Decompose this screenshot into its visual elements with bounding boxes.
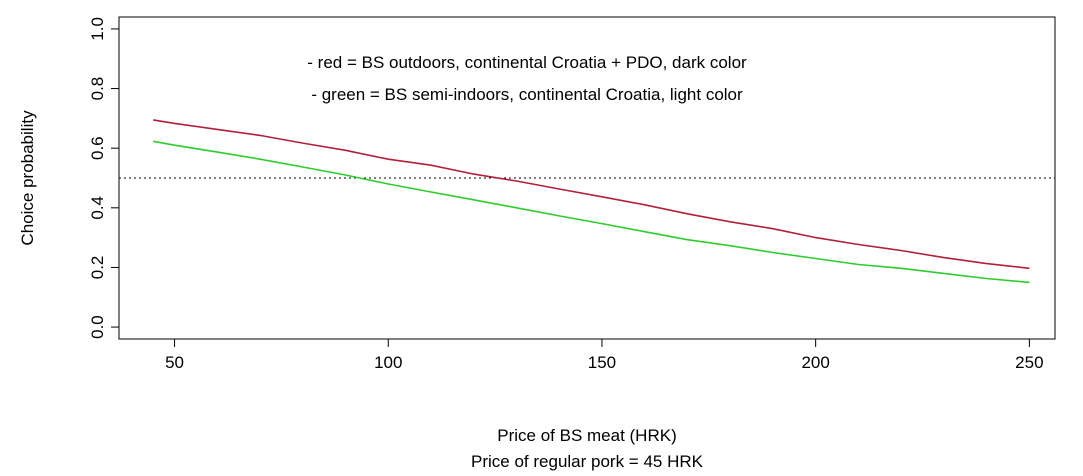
y-tick-label-3: 0.6 <box>88 136 107 160</box>
x-axis-title: Price of BS meat (HRK) <box>497 426 677 445</box>
y-axis-title: Choice probability <box>18 110 37 246</box>
x-tick-label-100: 100 <box>374 353 402 372</box>
y-axis: 0.0 0.2 0.4 0.6 0.8 1.0 <box>88 17 119 339</box>
legend-entry-green: - green = BS semi-indoors, continental C… <box>311 85 743 104</box>
y-tick-label-0: 0.0 <box>88 315 107 339</box>
x-axis-subtitle: Price of regular pork = 45 HRK <box>471 452 704 471</box>
legend-entry-red: - red = BS outdoors, continental Croatia… <box>307 53 747 72</box>
y-tick-label-4: 0.8 <box>88 77 107 101</box>
series-line-red <box>153 119 1030 270</box>
series-line-green <box>153 140 1030 284</box>
series-layer <box>153 119 1030 284</box>
x-tick-label-250: 250 <box>1015 353 1043 372</box>
y-tick-label-1: 0.2 <box>88 256 107 280</box>
x-tick-label-150: 150 <box>588 353 616 372</box>
x-axis: 50 100 150 200 250 <box>165 339 1044 372</box>
x-tick-label-50: 50 <box>165 353 184 372</box>
y-tick-label-5: 1.0 <box>88 17 107 41</box>
x-tick-label-200: 200 <box>801 353 829 372</box>
y-tick-label-2: 0.4 <box>88 196 107 220</box>
